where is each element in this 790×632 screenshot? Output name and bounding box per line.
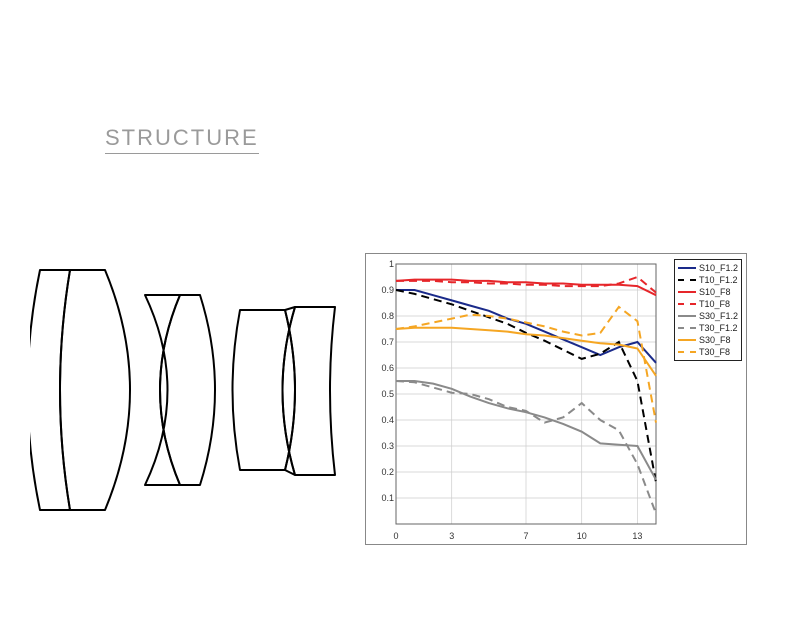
ytick-label: 0.9 — [381, 285, 394, 295]
ytick-label: 0.8 — [381, 311, 394, 321]
legend-item: T30_F8 — [678, 346, 738, 358]
legend-swatch — [678, 327, 696, 329]
legend-label: S30_F1.2 — [699, 310, 738, 322]
section-heading: STRUCTURE — [105, 125, 259, 154]
legend-item: T10_F1.2 — [678, 274, 738, 286]
ytick-label: 1 — [389, 259, 394, 269]
ytick-label: 0.4 — [381, 415, 394, 425]
ytick-label: 0.1 — [381, 493, 394, 503]
mtf-plot-area — [396, 264, 656, 524]
legend-swatch — [678, 339, 696, 341]
lens-element — [145, 295, 180, 485]
legend-label: T10_F8 — [699, 298, 730, 310]
legend-label: T30_F8 — [699, 346, 730, 358]
lens-element — [233, 310, 296, 470]
legend-item: T10_F8 — [678, 298, 738, 310]
legend-swatch — [678, 303, 696, 305]
legend-item: T30_F1.2 — [678, 322, 738, 334]
legend-label: S10_F8 — [699, 286, 731, 298]
legend-item: S30_F8 — [678, 334, 738, 346]
xtick-label: 10 — [577, 531, 587, 541]
lens-element — [60, 270, 130, 510]
xtick-label: 13 — [632, 531, 642, 541]
legend-item: S10_F8 — [678, 286, 738, 298]
ytick-label: 0.6 — [381, 363, 394, 373]
xtick-label: 0 — [393, 531, 398, 541]
ytick-label: 0.7 — [381, 337, 394, 347]
legend-label: T30_F1.2 — [699, 322, 738, 334]
legend-swatch — [678, 315, 696, 317]
xtick-label: 7 — [523, 531, 528, 541]
legend-item: S10_F1.2 — [678, 262, 738, 274]
legend-label: T10_F1.2 — [699, 274, 738, 286]
lens-structure-diagram — [30, 260, 350, 520]
ytick-label: 0.5 — [381, 389, 394, 399]
legend-swatch — [678, 267, 696, 269]
legend-label: S10_F1.2 — [699, 262, 738, 274]
legend-label: S30_F8 — [699, 334, 731, 346]
mtf-legend: S10_F1.2T10_F1.2S10_F8T10_F8S30_F1.2T30_… — [674, 259, 742, 361]
legend-swatch — [678, 279, 696, 281]
ytick-label: 0.3 — [381, 441, 394, 451]
mtf-plot-svg — [396, 264, 656, 524]
xtick-label: 3 — [449, 531, 454, 541]
legend-swatch — [678, 291, 696, 293]
mtf-chart: S10_F1.2T10_F1.2S10_F8T10_F8S30_F1.2T30_… — [365, 253, 747, 545]
legend-swatch — [678, 351, 696, 353]
ytick-label: 0.2 — [381, 467, 394, 477]
legend-item: S30_F1.2 — [678, 310, 738, 322]
